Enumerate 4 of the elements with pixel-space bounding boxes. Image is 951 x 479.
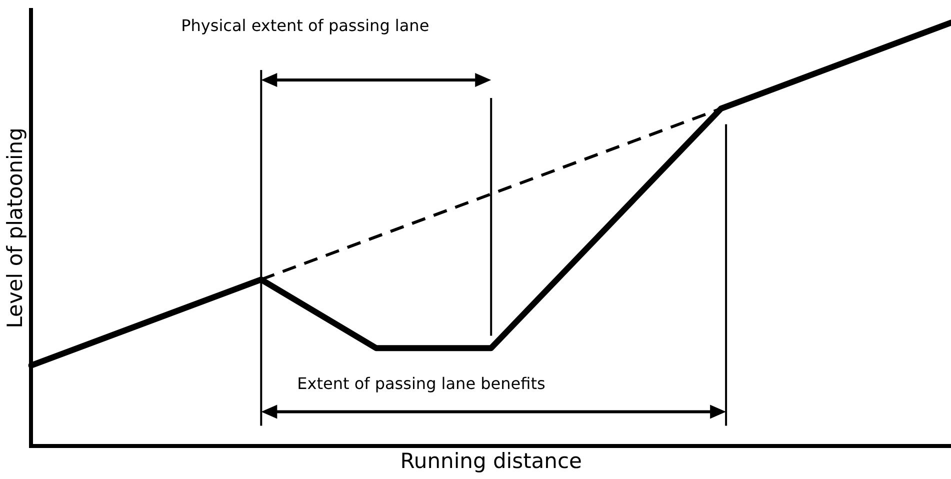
y-axis-title: Level of platooning <box>3 128 28 328</box>
annotation: Physical extent of passing lane <box>181 16 430 35</box>
x-axis-title: Running distance <box>400 448 582 473</box>
annotation: Extent of passing lane benefits <box>297 374 546 393</box>
